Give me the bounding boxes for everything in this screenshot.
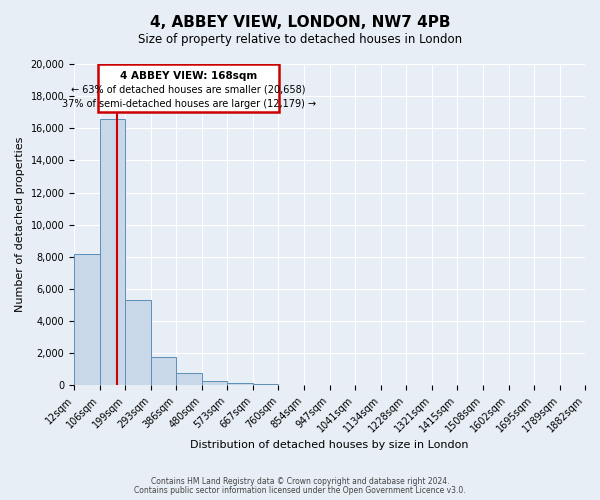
Bar	[227, 383, 253, 386]
Text: ← 63% of detached houses are smaller (20,658): ← 63% of detached houses are smaller (20…	[71, 84, 306, 94]
Text: 37% of semi-detached houses are larger (12,179) →: 37% of semi-detached houses are larger (…	[62, 99, 316, 109]
Bar	[253, 384, 278, 386]
Bar	[202, 380, 227, 386]
Bar	[74, 254, 100, 386]
Text: 4 ABBEY VIEW: 168sqm: 4 ABBEY VIEW: 168sqm	[120, 70, 257, 81]
Text: Contains public sector information licensed under the Open Government Licence v3: Contains public sector information licen…	[134, 486, 466, 495]
Bar	[304, 385, 329, 386]
X-axis label: Distribution of detached houses by size in London: Distribution of detached houses by size …	[190, 440, 469, 450]
Text: 4, ABBEY VIEW, LONDON, NW7 4PB: 4, ABBEY VIEW, LONDON, NW7 4PB	[150, 15, 450, 30]
Bar	[151, 356, 176, 386]
Bar	[100, 118, 125, 386]
Bar	[278, 384, 304, 386]
Bar	[176, 374, 202, 386]
FancyBboxPatch shape	[98, 64, 279, 112]
Y-axis label: Number of detached properties: Number of detached properties	[15, 137, 25, 312]
Text: Size of property relative to detached houses in London: Size of property relative to detached ho…	[138, 32, 462, 46]
Text: Contains HM Land Registry data © Crown copyright and database right 2024.: Contains HM Land Registry data © Crown c…	[151, 477, 449, 486]
Bar	[125, 300, 151, 386]
